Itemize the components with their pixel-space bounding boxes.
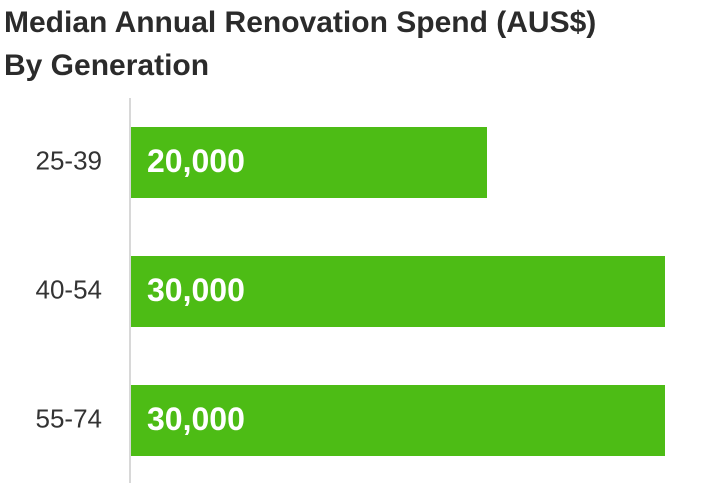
category-label: 25-39: [36, 145, 103, 175]
value-label: 30,000: [147, 401, 245, 437]
bar: [131, 385, 665, 456]
bar: [131, 127, 487, 198]
bar: [131, 256, 665, 327]
value-label: 20,000: [147, 143, 245, 179]
value-label: 30,000: [147, 272, 245, 308]
category-label: 55-74: [36, 403, 103, 433]
chart-title: Median Annual Renovation Spend (AUS$): [4, 6, 596, 39]
category-label: 40-54: [36, 274, 103, 304]
chart-subtitle: By Generation: [4, 49, 209, 82]
